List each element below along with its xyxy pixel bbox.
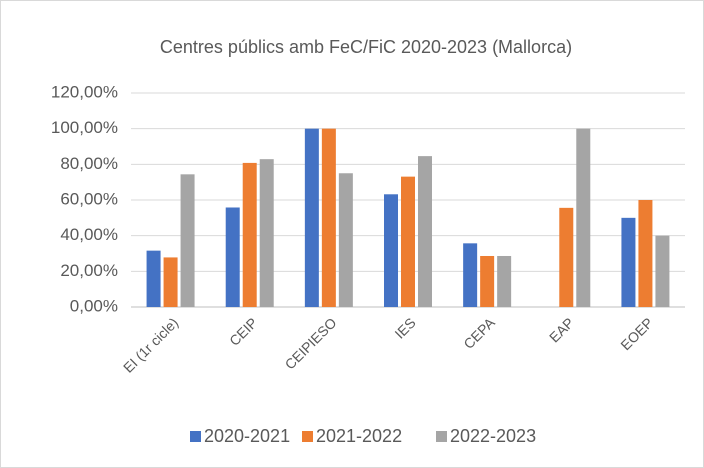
bar (259, 159, 274, 307)
y-tick-label: 0,00% (70, 296, 118, 315)
y-tick-label: 40,00% (60, 225, 118, 244)
bar (418, 156, 432, 307)
bar (463, 243, 478, 307)
legend-swatch (190, 431, 201, 442)
y-tick-label: 60,00% (60, 189, 118, 208)
legend-swatch (302, 431, 313, 442)
bar (242, 162, 257, 307)
bar (225, 207, 240, 307)
legend-label: 2021-2022 (316, 426, 402, 446)
legend-label: 2020-2021 (204, 426, 290, 446)
bar (321, 128, 336, 307)
bar (480, 255, 495, 307)
bar (655, 235, 670, 307)
legend-swatch (436, 431, 447, 442)
bar (338, 173, 353, 307)
y-tick-label: 100,00% (51, 118, 118, 137)
bar (180, 174, 195, 307)
bar (304, 128, 319, 307)
bar (384, 194, 398, 307)
y-tick-label: 80,00% (60, 154, 118, 173)
bar (401, 176, 415, 307)
bar (146, 250, 161, 307)
bar (497, 255, 512, 307)
bar (163, 257, 178, 307)
y-tick-label: 120,00% (51, 82, 118, 101)
bar (638, 200, 653, 307)
bar (621, 217, 636, 307)
y-tick-label: 20,00% (60, 261, 118, 280)
bar (576, 128, 591, 307)
legend-label: 2022-2023 (450, 426, 536, 446)
chart-title: Centres públics amb FeC/FiC 2020-2023 (M… (160, 37, 572, 57)
bar (559, 207, 574, 307)
